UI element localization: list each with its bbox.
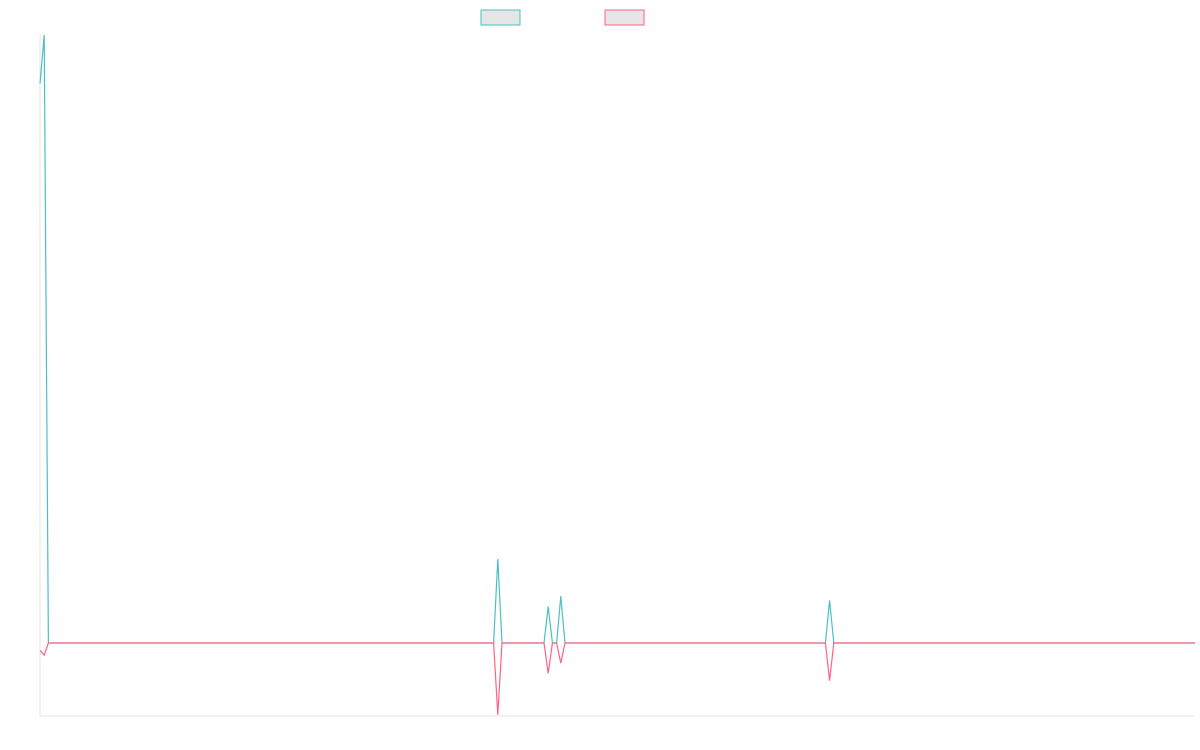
legend-swatch[interactable]: [604, 9, 645, 26]
legend-swatch[interactable]: [480, 9, 521, 26]
series-line: [39, 642, 1195, 715]
series-line: [39, 34, 1195, 644]
